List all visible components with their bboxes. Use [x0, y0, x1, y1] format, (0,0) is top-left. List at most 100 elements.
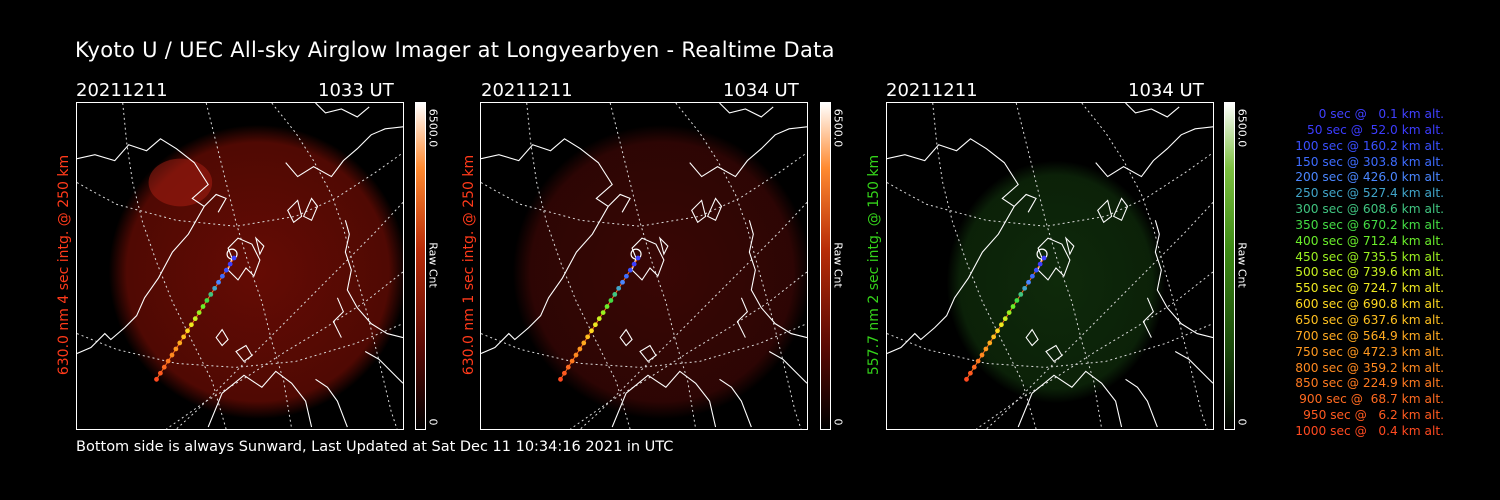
trajectory-point [1037, 261, 1043, 267]
trajectory-point [612, 292, 618, 297]
trajectory-point [971, 364, 977, 370]
trajectory-point [999, 322, 1004, 328]
trajectory-point [624, 273, 629, 279]
trajectory-point [631, 261, 637, 267]
coastline [1112, 197, 1129, 222]
trajectory-point [1002, 316, 1008, 322]
grid-line [526, 103, 631, 429]
trajectory-point [616, 285, 622, 291]
panel-date: 20211211 [481, 80, 573, 101]
trajectory-point [161, 364, 167, 370]
coastline [1125, 378, 1158, 428]
legend-row: 300 sec @ 608.6 km alt. [1295, 202, 1444, 217]
coastline [611, 370, 717, 428]
coastline [285, 126, 403, 178]
trajectory-point [987, 340, 993, 346]
coastline [768, 351, 807, 384]
trajectory-point [573, 352, 579, 358]
map-canvas [481, 103, 807, 429]
grid-line [932, 103, 1037, 429]
trajectory-point [196, 310, 202, 315]
legend-row: 550 sec @ 724.7 km alt. [1295, 281, 1444, 296]
trajectory-point [1014, 298, 1020, 303]
grid-line [887, 152, 1213, 227]
trajectory-point [558, 376, 563, 382]
coastline [1064, 236, 1075, 256]
page-title: Kyoto U / UEC All-sky Airglow Imager at … [75, 38, 835, 62]
trajectory-point [169, 352, 175, 358]
coastline [207, 370, 313, 428]
coastline [77, 138, 209, 354]
legend-row: 1000 sec @ 0.4 km alt. [1295, 423, 1444, 438]
colorbar [1224, 102, 1235, 430]
legend-row: 700 sec @ 564.9 km alt. [1295, 328, 1444, 343]
panel-time: 1034 UT [723, 80, 799, 101]
legend-row: 950 sec @ 6.2 km alt. [1303, 408, 1444, 423]
trajectory-point [1022, 285, 1028, 291]
trajectory-point [189, 322, 194, 328]
coastline [203, 193, 227, 213]
coastline [235, 344, 253, 363]
coastline [287, 199, 303, 224]
panel-ylabel: 630.0 nm 1 sec intg. @ 250 km [461, 154, 477, 376]
legend-row: 500 sec @ 739.6 km alt. [1295, 265, 1444, 280]
colorbar [415, 102, 426, 430]
trajectory-point [596, 316, 602, 322]
grid-line [675, 103, 802, 429]
trajectory-point [1018, 292, 1024, 297]
panel-date: 20211211 [886, 80, 978, 101]
trajectory-point [600, 310, 606, 315]
coastline [1097, 199, 1113, 224]
trajectory-point [593, 322, 598, 328]
coastline [748, 220, 807, 339]
trajectory-point [1033, 267, 1039, 273]
trajectory-point [983, 346, 989, 352]
grid-line [481, 152, 807, 227]
legend-row: 400 sec @ 712.4 km alt. [1295, 233, 1444, 248]
coastline [1045, 344, 1063, 363]
allsky-image [886, 102, 1214, 430]
colorbar [820, 102, 831, 430]
colorbar-max-label: 6500.0 [1235, 108, 1249, 148]
grid-line [205, 103, 293, 429]
trajectory-point [1026, 279, 1031, 285]
map-canvas [887, 103, 1213, 429]
trajectory-point [581, 340, 587, 346]
trajectory-point [608, 298, 614, 303]
trajectory-point [192, 316, 198, 322]
airglow-region [946, 160, 1166, 404]
trajectory-point [1041, 255, 1047, 261]
trajectory-point [1030, 273, 1035, 279]
grid-line [580, 202, 807, 429]
coastline [689, 126, 807, 178]
colorbar-min-label: 0 [831, 418, 845, 426]
panel-time: 1033 UT [318, 80, 394, 101]
trajectory-point [1010, 304, 1016, 309]
legend-row: 0 sec @ 0.1 km alt. [1318, 107, 1444, 121]
footer-note: Bottom side is always Sunward, Last Upda… [76, 439, 674, 455]
panel-ylabel: 630.0 nm 4 sec intg. @ 250 km [56, 154, 72, 376]
grid-line [77, 152, 403, 227]
colorbar-min-label: 0 [426, 418, 440, 426]
trajectory-point [620, 279, 625, 285]
colorbar-min-label: 0 [1235, 418, 1249, 426]
trajectory-point [212, 285, 218, 291]
trajectory-point [1006, 310, 1012, 315]
trajectory-point [635, 255, 641, 261]
legend-row: 650 sec @ 637.6 km alt. [1295, 312, 1444, 327]
panel-ylabel: 557.7 nm 2 sec intg. @ 150 km [866, 154, 882, 376]
trajectory-point [968, 370, 973, 376]
coastline [1013, 193, 1037, 213]
colorbar-max-label: 6500.0 [831, 108, 845, 148]
trajectory-point [627, 267, 633, 273]
trajectory-point [585, 334, 591, 340]
trajectory-point [979, 352, 985, 358]
legend-row: 250 sec @ 527.4 km alt. [1295, 186, 1444, 201]
legend-row: 200 sec @ 426.0 km alt. [1295, 170, 1444, 185]
grid-line [1081, 103, 1208, 429]
colorbar-max-label: 6500.0 [426, 108, 440, 148]
coastline [1017, 370, 1123, 428]
legend-row: 600 sec @ 690.8 km alt. [1295, 297, 1444, 312]
grid-line [986, 202, 1213, 429]
coastline [607, 193, 631, 213]
